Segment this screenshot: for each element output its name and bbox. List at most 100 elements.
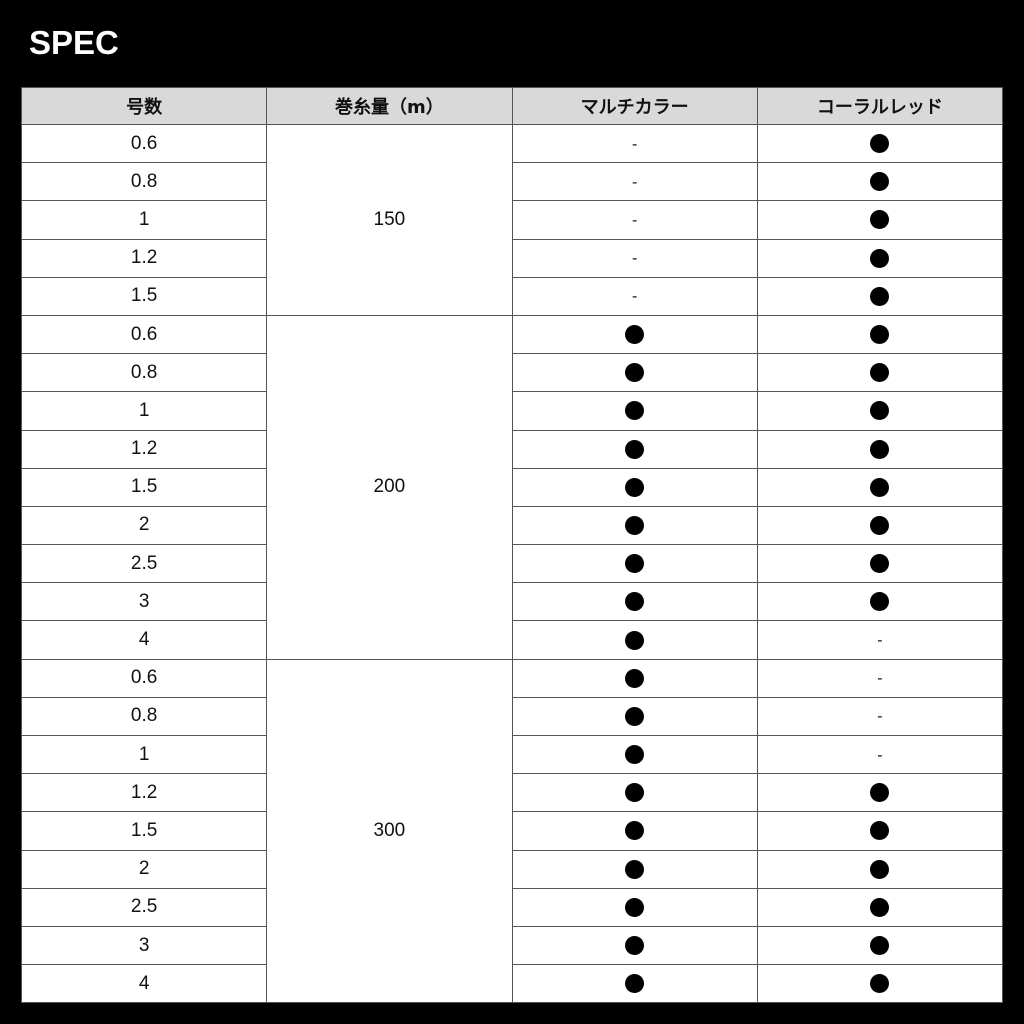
- multicolor-cell: [511, 658, 758, 698]
- length-cell: 300: [266, 658, 513, 1004]
- coral-red-cell: [756, 162, 1004, 202]
- multicolor-cell: [511, 620, 758, 660]
- table-row: 0.6 200: [20, 314, 1004, 660]
- coral-red-cell: [756, 811, 1004, 851]
- multicolor-cell: [511, 544, 758, 584]
- multicolor-cell: [511, 773, 758, 813]
- multicolor-cell: -: [511, 162, 758, 202]
- multicolor-cell: [511, 467, 758, 507]
- available-dot-icon: [625, 897, 645, 917]
- table-row: 1.5 -: [20, 276, 1004, 316]
- unavailable-dash: -: [631, 250, 638, 268]
- size-cell: 4: [20, 964, 268, 1004]
- size-cell: 1: [20, 391, 268, 431]
- table-row: 1.5: [20, 811, 1004, 851]
- size-cell: 0.8: [20, 353, 268, 393]
- table-row: 2: [20, 849, 1004, 889]
- size-cell: 1.2: [20, 238, 268, 278]
- size-cell: 1.5: [20, 467, 268, 507]
- coral-red-cell: [756, 353, 1004, 393]
- table-row: 1.2 -: [20, 238, 1004, 278]
- multicolor-cell: [511, 887, 758, 927]
- size-cell: 0.6: [20, 123, 268, 164]
- available-dot-icon: [625, 936, 645, 956]
- multicolor-cell: [511, 964, 758, 1004]
- available-dot-icon: [870, 974, 890, 994]
- available-dot-icon: [625, 668, 645, 688]
- available-dot-icon: [625, 363, 645, 383]
- unavailable-dash: -: [631, 288, 638, 306]
- available-dot-icon: [625, 745, 645, 765]
- available-dot-icon: [625, 630, 645, 650]
- coral-red-cell: -: [756, 658, 1004, 698]
- available-dot-icon: [625, 515, 645, 535]
- table-row: 0.8 -: [20, 162, 1004, 202]
- coral-red-cell: -: [756, 620, 1004, 660]
- multicolor-cell: [511, 429, 758, 469]
- coral-red-cell: [756, 276, 1004, 316]
- table-body: 0.6 150-0.8-1-1.2-1.5-0.6 200 0.8 1 1.2 1.5 2 2.…: [20, 123, 1004, 1004]
- available-dot-icon: [625, 325, 645, 345]
- available-dot-icon: [625, 477, 645, 497]
- coral-red-cell: -: [756, 734, 1004, 775]
- available-dot-icon: [625, 821, 645, 841]
- available-dot-icon: [625, 439, 645, 459]
- available-dot-icon: [870, 363, 890, 383]
- available-dot-icon: [870, 592, 890, 612]
- available-dot-icon: [870, 401, 890, 421]
- size-cell: 0.8: [20, 162, 268, 202]
- available-dot-icon: [625, 401, 645, 421]
- available-dot-icon: [870, 172, 890, 192]
- table-row: 0.6 150 -: [20, 123, 1004, 316]
- available-dot-icon: [870, 554, 890, 574]
- available-dot-icon: [870, 325, 890, 345]
- size-cell: 2.5: [20, 544, 268, 584]
- size-cell: 4: [20, 620, 268, 660]
- spec-table: 号数 巻糸量（m） マルチカラー コーラルレッド 0.6 150-0.8-1-1.…: [20, 87, 1004, 1004]
- multicolor-cell: [511, 696, 758, 737]
- coral-red-cell: [756, 544, 1004, 584]
- header-coral-red: コーラルレッド: [756, 87, 1004, 125]
- available-dot-icon: [625, 859, 645, 879]
- available-dot-icon: [870, 783, 890, 803]
- coral-red-cell: [756, 505, 1004, 546]
- size-cell: 1.2: [20, 773, 268, 813]
- size-cell: 2.5: [20, 887, 268, 927]
- table-row: 1.2: [20, 429, 1004, 469]
- multicolor-cell: [511, 505, 758, 546]
- header-multicolor: マルチカラー: [511, 87, 758, 125]
- table-row: 0.6 300 -: [20, 658, 1004, 1004]
- table-row: 1-: [20, 734, 1004, 775]
- available-dot-icon: [625, 783, 645, 803]
- length-cell: 200: [266, 314, 513, 660]
- coral-red-cell: [756, 925, 1004, 966]
- coral-red-cell: [756, 887, 1004, 927]
- available-dot-icon: [870, 897, 890, 917]
- multicolor-cell: -: [511, 238, 758, 278]
- coral-red-cell: [756, 964, 1004, 1004]
- size-cell: 0.6: [20, 314, 268, 355]
- available-dot-icon: [870, 210, 890, 230]
- page-title: SPEC: [29, 24, 119, 61]
- size-cell: 3: [20, 582, 268, 622]
- available-dot-icon: [625, 554, 645, 574]
- size-cell: 2: [20, 505, 268, 546]
- coral-red-cell: [756, 429, 1004, 469]
- table-row: 1.2: [20, 773, 1004, 813]
- unavailable-dash: -: [631, 173, 638, 191]
- size-cell: 1.5: [20, 811, 268, 851]
- table-row: 2.5: [20, 887, 1004, 927]
- available-dot-icon: [870, 286, 890, 306]
- available-dot-icon: [870, 439, 890, 459]
- header-size: 号数: [20, 87, 268, 125]
- table-header-row: 号数 巻糸量（m） マルチカラー コーラルレッド: [20, 87, 1004, 125]
- multicolor-cell: -: [511, 276, 758, 316]
- coral-red-cell: [756, 467, 1004, 507]
- table-row: 4: [20, 964, 1004, 1004]
- multicolor-cell: [511, 811, 758, 851]
- size-cell: 3: [20, 925, 268, 966]
- unavailable-dash: -: [877, 746, 883, 764]
- size-cell: 0.6: [20, 658, 268, 698]
- available-dot-icon: [625, 706, 645, 726]
- unavailable-dash: -: [877, 708, 883, 726]
